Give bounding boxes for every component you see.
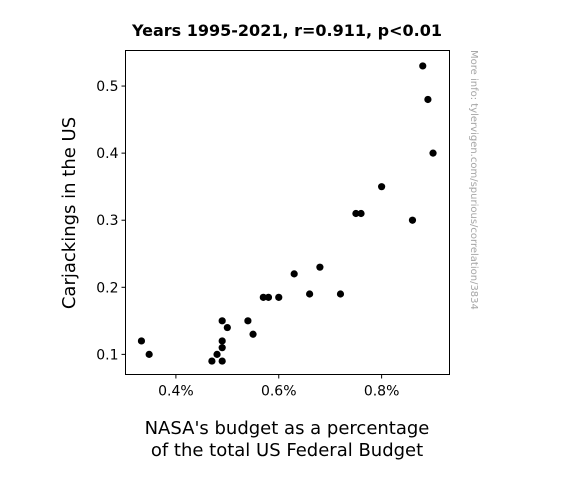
source-note: More info: tylervigen.com/spurious/corre…	[468, 50, 479, 310]
data-point	[275, 293, 283, 301]
y-tick-label: 0.4	[96, 146, 118, 162]
data-point	[264, 293, 273, 301]
x-axis-label-line-2: of the total US Federal Budget	[151, 440, 423, 461]
data-point	[306, 290, 314, 298]
data-point	[316, 263, 324, 271]
data-point	[336, 290, 345, 298]
data-point	[218, 317, 226, 325]
y-tick-label: 0.5	[96, 79, 118, 95]
x-tick-label: 0.8%	[364, 384, 400, 400]
plot-area	[125, 50, 450, 375]
data-point	[145, 350, 153, 358]
data-point	[429, 149, 437, 157]
x-axis: 0.4% 0.6% 0.8%	[158, 374, 400, 400]
data-point	[259, 293, 267, 301]
y-tick-label: 0.3	[96, 213, 118, 229]
data-point	[208, 357, 216, 365]
data-point	[213, 350, 221, 358]
data-point	[357, 209, 365, 218]
data-point	[352, 209, 360, 218]
x-tick-label: 0.4%	[158, 384, 194, 400]
data-point	[378, 183, 386, 191]
data-point	[408, 216, 417, 224]
y-axis: 0.1 0.2 0.3 0.4 0.5	[96, 79, 126, 363]
data-point	[290, 270, 298, 278]
data-point	[424, 95, 432, 104]
chart-title: Years 1995-2021, r=0.911, p<0.01	[131, 21, 442, 40]
x-tick-label: 0.6%	[261, 384, 297, 400]
data-points	[137, 62, 437, 365]
data-point	[249, 330, 257, 338]
data-point	[218, 337, 226, 345]
data-point	[419, 62, 427, 70]
data-point	[218, 357, 226, 365]
data-point	[244, 317, 252, 325]
x-axis-label-line-1: NASA's budget as a percentage	[145, 418, 430, 439]
data-point	[137, 337, 146, 345]
y-axis-label: Carjackings in the US	[59, 117, 80, 309]
data-point	[218, 344, 226, 352]
y-tick-label: 0.1	[96, 347, 118, 363]
y-tick-label: 0.2	[96, 280, 118, 296]
data-point	[223, 323, 231, 332]
